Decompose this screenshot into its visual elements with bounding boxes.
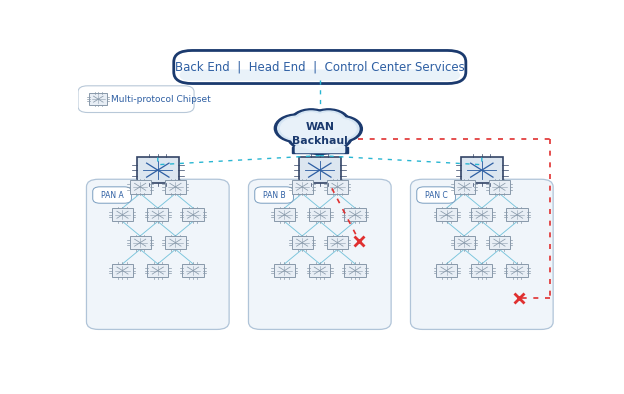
- Text: Multi-protocol Chipset: Multi-protocol Chipset: [111, 95, 211, 104]
- FancyBboxPatch shape: [182, 264, 203, 277]
- Bar: [295, 146, 344, 152]
- Circle shape: [290, 109, 333, 136]
- FancyBboxPatch shape: [78, 86, 194, 113]
- Circle shape: [286, 112, 354, 154]
- Text: Back End  |  Head End  |  Control Center Services: Back End | Head End | Control Center Ser…: [175, 61, 465, 74]
- Text: PAN A: PAN A: [100, 191, 124, 199]
- FancyBboxPatch shape: [180, 69, 460, 81]
- FancyBboxPatch shape: [173, 50, 466, 84]
- FancyBboxPatch shape: [274, 264, 295, 277]
- FancyBboxPatch shape: [147, 208, 168, 221]
- Bar: [292, 147, 348, 153]
- FancyBboxPatch shape: [309, 264, 331, 277]
- Circle shape: [320, 115, 363, 142]
- FancyBboxPatch shape: [89, 93, 107, 105]
- FancyBboxPatch shape: [93, 187, 132, 203]
- FancyBboxPatch shape: [299, 157, 341, 183]
- Text: WAN
Backhaul: WAN Backhaul: [292, 122, 348, 146]
- Bar: [295, 146, 344, 152]
- FancyBboxPatch shape: [112, 208, 133, 221]
- Text: PAN B: PAN B: [263, 191, 285, 199]
- FancyBboxPatch shape: [436, 208, 457, 221]
- FancyBboxPatch shape: [344, 264, 366, 277]
- FancyBboxPatch shape: [489, 236, 510, 249]
- FancyBboxPatch shape: [165, 236, 186, 249]
- FancyBboxPatch shape: [461, 157, 502, 183]
- Circle shape: [311, 111, 346, 134]
- FancyBboxPatch shape: [130, 236, 151, 249]
- FancyBboxPatch shape: [291, 236, 313, 249]
- Circle shape: [275, 114, 319, 143]
- FancyBboxPatch shape: [454, 236, 475, 249]
- Circle shape: [293, 111, 329, 134]
- FancyBboxPatch shape: [454, 180, 475, 193]
- Circle shape: [313, 113, 343, 132]
- FancyBboxPatch shape: [327, 236, 348, 249]
- FancyBboxPatch shape: [87, 179, 229, 329]
- FancyBboxPatch shape: [411, 179, 553, 329]
- FancyBboxPatch shape: [248, 179, 391, 329]
- Text: PAN C: PAN C: [425, 191, 447, 199]
- Circle shape: [290, 114, 350, 152]
- FancyBboxPatch shape: [130, 180, 151, 193]
- FancyBboxPatch shape: [112, 264, 133, 277]
- FancyBboxPatch shape: [507, 264, 528, 277]
- Circle shape: [307, 109, 350, 136]
- FancyBboxPatch shape: [137, 157, 178, 183]
- FancyBboxPatch shape: [471, 264, 492, 277]
- Circle shape: [281, 118, 313, 139]
- FancyBboxPatch shape: [291, 180, 313, 193]
- Circle shape: [292, 116, 348, 151]
- FancyBboxPatch shape: [165, 180, 186, 193]
- FancyBboxPatch shape: [417, 187, 456, 203]
- FancyBboxPatch shape: [327, 180, 348, 193]
- FancyBboxPatch shape: [507, 208, 528, 221]
- FancyBboxPatch shape: [147, 264, 168, 277]
- FancyBboxPatch shape: [255, 187, 293, 203]
- FancyBboxPatch shape: [309, 208, 331, 221]
- Circle shape: [296, 113, 326, 132]
- Circle shape: [278, 116, 316, 140]
- FancyBboxPatch shape: [489, 180, 510, 193]
- FancyBboxPatch shape: [344, 208, 366, 221]
- FancyBboxPatch shape: [436, 264, 457, 277]
- FancyBboxPatch shape: [274, 208, 295, 221]
- Circle shape: [323, 118, 359, 140]
- FancyBboxPatch shape: [182, 208, 203, 221]
- Circle shape: [326, 119, 356, 138]
- FancyBboxPatch shape: [471, 208, 492, 221]
